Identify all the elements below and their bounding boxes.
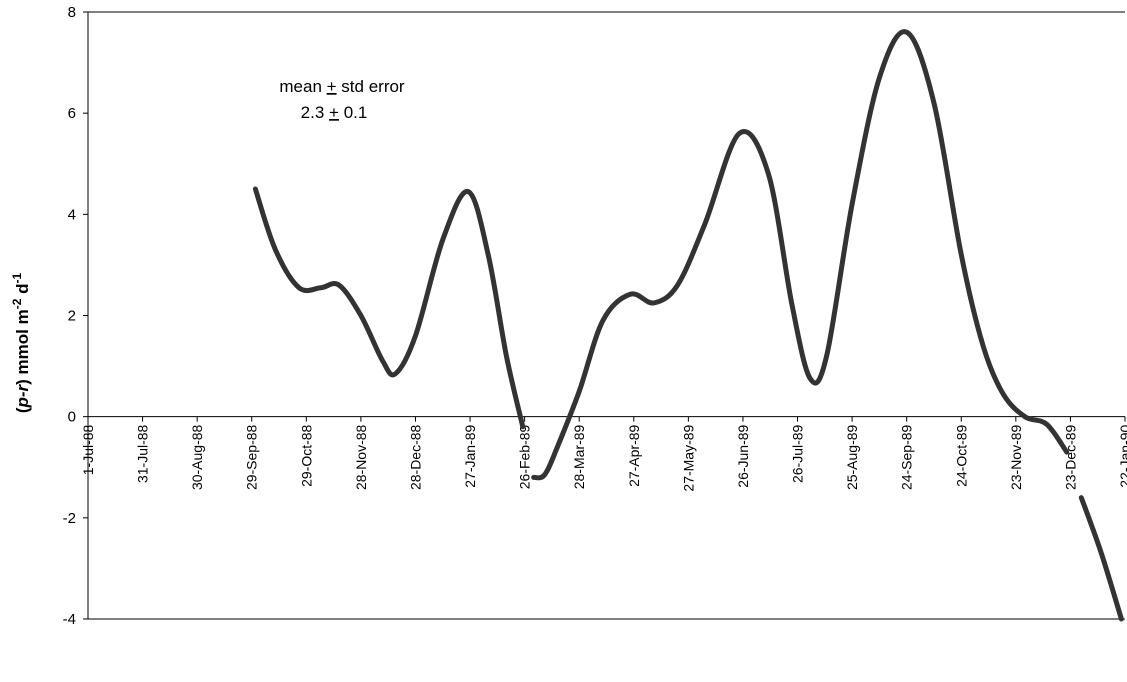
- x-tick-label: 26-Feb-89: [517, 424, 533, 489]
- x-tick-label: 1-Jul-88: [80, 424, 96, 475]
- series-line-segment: [531, 29, 1070, 481]
- x-tick-label: 27-Apr-89: [626, 424, 642, 486]
- y-axis-label: (p-r) mmol m-2 d-1: [10, 272, 32, 413]
- y-tick-label: 2: [68, 308, 76, 325]
- y-tick-label: 8: [68, 4, 76, 21]
- annotation-line-2: 2.3 + 0.1: [301, 103, 368, 122]
- x-tick-label: 27-Jan-89: [462, 424, 478, 487]
- y-axis-ticks: -4 -2 0 2 4 6 8: [63, 4, 88, 628]
- x-tick-label: 27-May-89: [680, 424, 696, 491]
- x-tick-label: 22-Jan-90: [1117, 424, 1127, 487]
- y-tick-label: 4: [68, 206, 76, 223]
- x-tick-label: 23-Nov-89: [1008, 424, 1024, 490]
- x-tick-label: 25-Aug-89: [844, 424, 860, 490]
- x-tick-label: 24-Oct-89: [953, 424, 969, 486]
- x-tick-label: 28-Mar-89: [571, 424, 587, 489]
- data-series: [252, 29, 1124, 622]
- y-tick-label: -4: [63, 611, 76, 628]
- y-tick-label: -2: [63, 510, 76, 527]
- x-tick-label: 30-Aug-88: [189, 424, 205, 490]
- series-line-segment: [1078, 495, 1124, 622]
- x-tick-label: 24-Sep-89: [899, 424, 915, 490]
- x-tick-label: 26-Jun-89: [735, 424, 751, 487]
- x-tick-label: 29-Sep-88: [244, 424, 260, 490]
- y-tick-label: 0: [68, 409, 76, 426]
- x-tick-label: 28-Dec-88: [407, 424, 423, 490]
- x-tick-label: 31-Jul-88: [135, 424, 151, 483]
- x-axis-ticks: 1-Jul-88 31-Jul-88 30-Aug-88 29-Sep-88 29-Oc…: [80, 416, 1127, 492]
- x-tick-label: 23-Dec-89: [1062, 424, 1078, 490]
- series-line-segment: [252, 186, 526, 430]
- annotation-line-1: mean + std error: [279, 77, 405, 96]
- y-tick-label: 6: [68, 105, 76, 122]
- x-tick-label: 29-Oct-88: [298, 424, 314, 486]
- x-tick-label: 26-Jul-89: [790, 424, 806, 483]
- x-tick-label: 28-Nov-88: [353, 424, 369, 490]
